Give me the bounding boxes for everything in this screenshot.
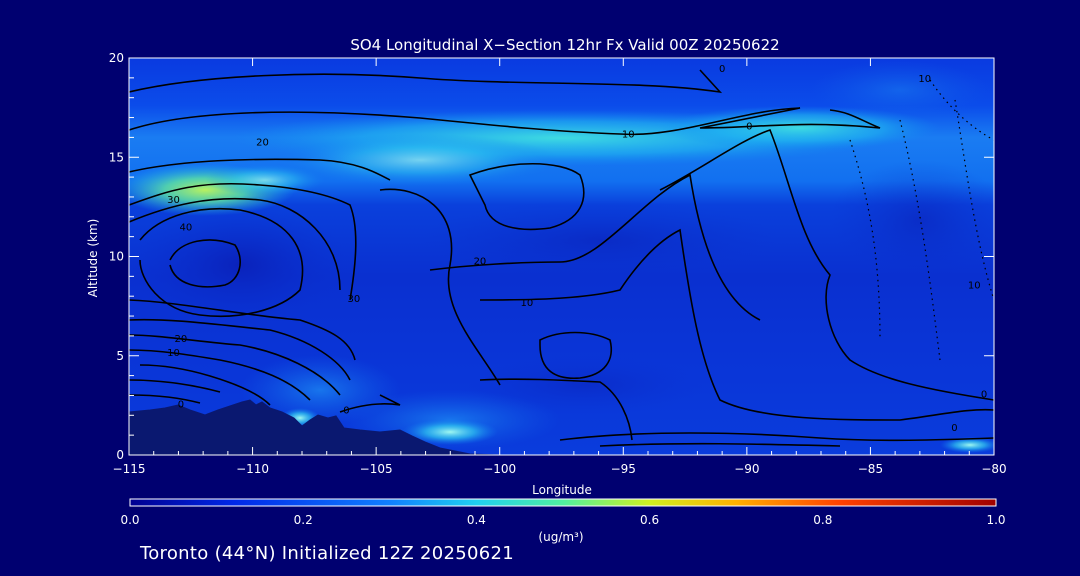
y-axis: 0 5 10 15 20 [109, 51, 994, 462]
colorbar-tick-label: 0.2 [294, 513, 313, 527]
contour-label: 10 [968, 280, 981, 291]
terrain-silhouette [129, 399, 501, 455]
colorbar-tick-label: 0.6 [640, 513, 659, 527]
x-tick-label: −100 [483, 462, 516, 476]
contour-label: 10 [918, 74, 931, 85]
y-tick-label: 15 [109, 150, 124, 164]
contour-label: 10 [167, 348, 180, 359]
y-tick-label: 10 [109, 250, 124, 264]
contour-label: 0 [981, 389, 987, 400]
colorbar-tick-label: 1.0 [986, 513, 1005, 527]
colorbar-tick-label: 0.4 [467, 513, 486, 527]
footer-init-text: Toronto (44°N) Initialized 12Z 20250621 [140, 543, 515, 564]
y-tick-label: 20 [109, 51, 124, 65]
colorbar-ticks: 0.0 0.2 0.4 0.6 0.8 1.0 [120, 513, 1005, 527]
colorbar-tick-label: 0.0 [120, 513, 139, 527]
y-axis-label: Altitude (km) [86, 219, 100, 298]
x-tick-label: −80 [981, 462, 1006, 476]
chart-title: SO4 Longitudinal X−Section 12hr Fx Valid… [350, 36, 779, 54]
colorbar-tick-label: 0.8 [813, 513, 832, 527]
contour-label: 20 [256, 137, 269, 148]
contour-labels: 0 10 0 20 30 40 20 10 30 20 10 0 0 10 0 0 10 [167, 64, 987, 434]
x-tick-label: −110 [236, 462, 269, 476]
contour-label: 30 [348, 294, 361, 305]
x-axis: −115 −110 −105 −100 −95 −90 −85 −80 [113, 58, 1007, 476]
x-tick-label: −115 [113, 462, 146, 476]
concentration-field [129, 58, 994, 455]
colorbar-unit-label: (ug/m³) [538, 530, 583, 544]
contour-label: 0 [719, 64, 725, 75]
dotted-contours [849, 79, 994, 361]
x-tick-label: −105 [360, 462, 393, 476]
contour-label: 10 [521, 298, 534, 309]
contour-label: 20 [474, 256, 487, 267]
contour-label: 20 [175, 334, 188, 345]
contour-lines [129, 69, 994, 447]
contour-label: 0 [746, 121, 752, 132]
contour-label: 10 [622, 129, 635, 140]
contour-label: 0 [343, 405, 349, 416]
x-tick-label: −85 [858, 462, 883, 476]
colorbar [129, 498, 997, 507]
contour-label: 0 [951, 423, 957, 434]
y-tick-label: 5 [116, 349, 124, 363]
x-tick-label: −95 [611, 462, 636, 476]
contour-label: 0 [178, 399, 184, 410]
x-tick-label: −90 [734, 462, 759, 476]
x-axis-label: Longitude [532, 483, 592, 497]
contour-label: 30 [167, 195, 180, 206]
contour-label: 40 [179, 223, 192, 234]
y-tick-label: 0 [116, 448, 124, 462]
